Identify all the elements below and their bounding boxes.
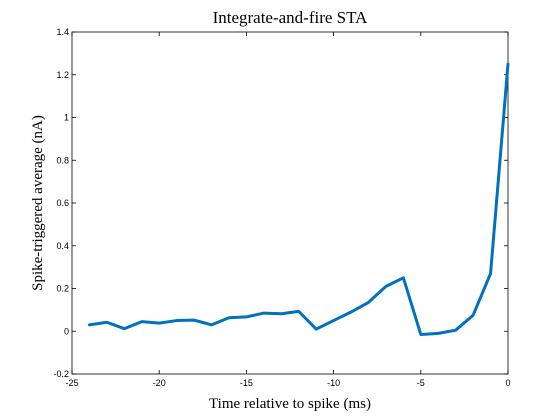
y-tick-label: 0 bbox=[64, 326, 69, 336]
x-tick-label: 0 bbox=[505, 378, 510, 388]
series-group bbox=[87, 62, 510, 336]
series-line-0 bbox=[87, 62, 510, 336]
y-tick-label: 1.4 bbox=[56, 27, 69, 37]
y-tick-label: 0.4 bbox=[56, 241, 69, 251]
chart-title: Integrate-and-fire STA bbox=[213, 8, 369, 27]
x-tick-label: -5 bbox=[417, 378, 425, 388]
y-tick-label: 0.8 bbox=[56, 155, 69, 165]
tick-group: -25 -20 -15 -10 -5 0 -0.2 0 0.2 0.4 0.6 0.8 1 1.2 1.4 bbox=[53, 27, 510, 388]
y-tick-label: 1 bbox=[64, 113, 69, 123]
y-tick-label: 0.2 bbox=[56, 284, 69, 294]
y-tick-label: -0.2 bbox=[53, 369, 69, 379]
x-tick-label: -20 bbox=[153, 378, 166, 388]
y-tick-label: 0.6 bbox=[56, 198, 69, 208]
x-tick-label: -15 bbox=[240, 378, 253, 388]
y-axis-label: Spike-triggered average (nA) bbox=[30, 115, 46, 291]
y-tick-label: 1.2 bbox=[56, 70, 69, 80]
x-axis-label: Time relative to spike (ms) bbox=[209, 396, 371, 412]
x-tick-label: -10 bbox=[327, 378, 340, 388]
x-tick-label: -25 bbox=[65, 378, 78, 388]
